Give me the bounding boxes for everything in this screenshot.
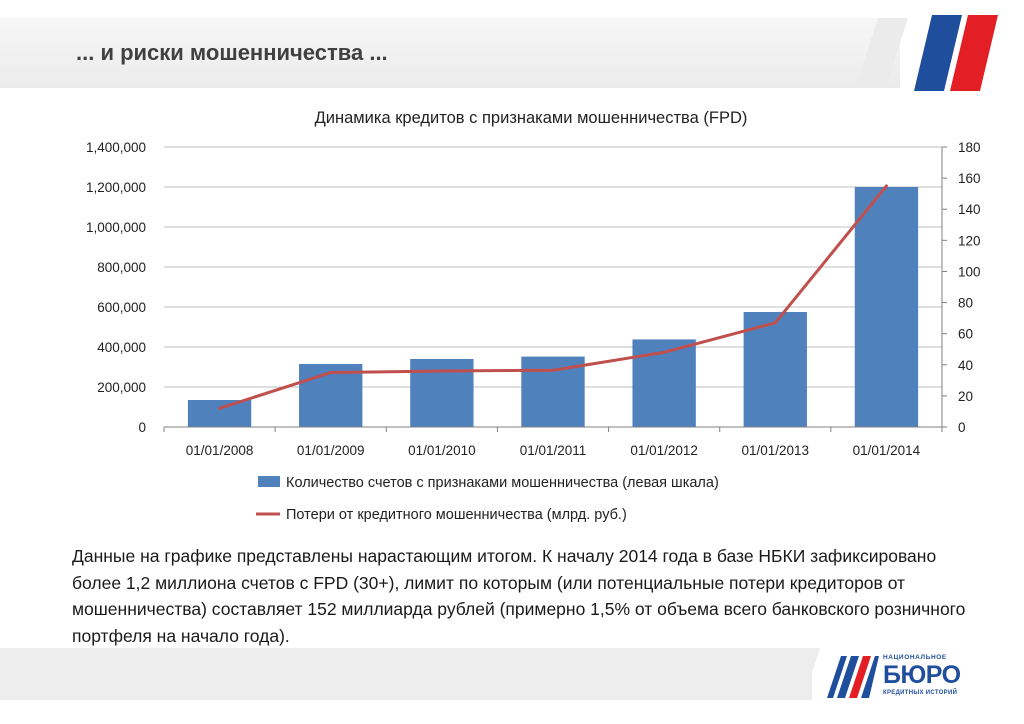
legend-bar-label: Количество счетов с признаками мошенниче…	[286, 475, 719, 491]
bar-01/01/2013	[743, 312, 807, 427]
y-left-tick-label: 1,200,000	[86, 180, 146, 195]
bar-01/01/2009	[299, 364, 363, 427]
y-right-tick-label: 160	[958, 171, 981, 186]
line-layer	[218, 184, 888, 410]
footer-band	[0, 648, 812, 700]
nbki-logo-icon	[827, 656, 879, 698]
brand-stripe-red	[950, 15, 998, 91]
y-left-tick-label: 800,000	[97, 260, 146, 275]
bar-01/01/2012	[632, 339, 696, 427]
loss-point-01/01/2011	[551, 368, 555, 372]
y-left-tick-label: 0	[138, 420, 146, 435]
y-right-tick-label: 20	[958, 389, 973, 404]
brand-stripe-white	[904, 15, 930, 91]
bar-01/01/2010	[410, 359, 474, 427]
y-left-tick-label: 200,000	[97, 380, 146, 395]
y-right-tick-label: 60	[958, 327, 973, 342]
y-right-tick-label: 180	[958, 140, 981, 155]
nbki-logo: НАЦИОНАЛЬНОЕ БЮРО КРЕДИТНЫХ ИСТОРИЙ	[825, 652, 965, 700]
x-tick-label: 01/01/2010	[408, 443, 476, 458]
brand-stripes	[904, 15, 998, 91]
grid-layer	[164, 146, 942, 388]
y-right-tick-label: 120	[958, 233, 981, 248]
y-left-tick-label: 600,000	[97, 300, 146, 315]
logo-text-main: БЮРО	[883, 661, 961, 689]
x-tick-label: 01/01/2012	[630, 443, 698, 458]
loss-point-01/01/2012	[662, 350, 666, 354]
loss-point-01/01/2014	[884, 184, 888, 188]
y-right-tick-label: 0	[958, 420, 966, 435]
y-left-tick-label: 1,000,000	[86, 220, 146, 235]
x-tick-label: 01/01/2013	[741, 443, 809, 458]
logo-text-bottom: КРЕДИТНЫХ ИСТОРИЙ	[883, 690, 958, 696]
x-tick-label: 01/01/2008	[186, 443, 254, 458]
x-tick-label: 01/01/2011	[520, 443, 587, 458]
brand-stripe-blue	[914, 15, 962, 91]
logo-text-top: НАЦИОНАЛЬНОЕ	[883, 654, 947, 661]
y-left-tick-label: 400,000	[97, 340, 146, 355]
x-tick-label: 01/01/2009	[297, 443, 365, 458]
header-band	[0, 18, 900, 88]
axes-layer	[163, 146, 947, 432]
slide-title: ... и риски мошенничества ...	[76, 40, 388, 65]
bars-layer	[187, 187, 919, 427]
chart-legend: Количество счетов с признаками мошенниче…	[256, 475, 719, 523]
y-right-tick-label: 80	[958, 296, 973, 311]
loss-point-01/01/2008	[218, 406, 222, 410]
y-right-tick-label: 40	[958, 358, 973, 373]
fraud-chart: Динамика кредитов с признаками мошенниче…	[86, 109, 981, 523]
chart-title: Динамика кредитов с признаками мошенниче…	[315, 109, 748, 127]
bar-01/01/2008	[187, 400, 252, 427]
loss-point-01/01/2009	[329, 371, 333, 375]
x-tick-label: 01/01/2014	[853, 443, 921, 458]
labels-layer: 0 200,000 400,000 600,000 800,000 1,000,000 1,…	[86, 140, 981, 458]
bar-01/01/2014	[854, 187, 919, 427]
legend-line-label: Потери от кредитного мошенничества (млрд…	[286, 507, 627, 523]
slide-caption: Данные на графике представлены нарастающ…	[72, 546, 966, 646]
legend-bar-swatch	[258, 476, 280, 487]
loss-point-01/01/2013	[773, 321, 777, 325]
y-right-tick-label: 140	[958, 202, 981, 217]
loss-point-01/01/2010	[440, 369, 444, 373]
y-left-tick-label: 1,400,000	[86, 140, 146, 155]
y-right-tick-label: 100	[958, 264, 981, 279]
